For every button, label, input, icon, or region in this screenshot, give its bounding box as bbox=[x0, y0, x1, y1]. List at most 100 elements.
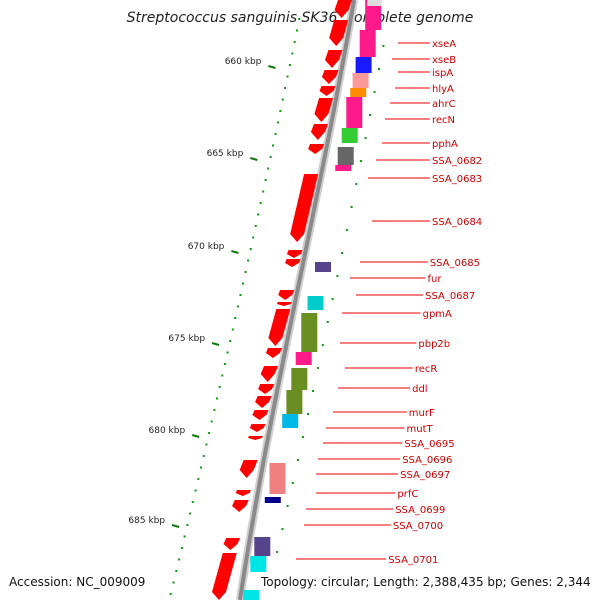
gene-label[interactable]: fur bbox=[428, 274, 443, 285]
gc-dot bbox=[189, 512, 192, 515]
gene-arrow[interactable] bbox=[252, 410, 269, 420]
gene-labels: xseA xseB ispA hlyA ahrC recN pphA SSA_0682 SSA_… bbox=[296, 39, 482, 566]
gc-dot bbox=[242, 282, 244, 285]
gc-dot bbox=[355, 183, 358, 185]
gene-arrow[interactable] bbox=[260, 366, 279, 382]
gene-label[interactable]: SSA_0699 bbox=[395, 505, 445, 516]
gene-feature[interactable] bbox=[301, 313, 318, 352]
gene-arrow[interactable] bbox=[235, 490, 251, 496]
gene-arrow[interactable] bbox=[239, 460, 258, 478]
gene-feature[interactable] bbox=[359, 30, 376, 57]
gene-label[interactable]: ahrC bbox=[432, 99, 456, 110]
gene-label[interactable]: SSA_0685 bbox=[430, 258, 480, 269]
gene-arrow[interactable] bbox=[265, 348, 282, 358]
gene-label[interactable]: gpmA bbox=[423, 309, 452, 320]
gc-dot bbox=[234, 317, 237, 319]
gene-arrow[interactable] bbox=[268, 309, 291, 346]
gene-label[interactable]: SSA_0687 bbox=[425, 291, 475, 302]
gene-label[interactable]: hlyA bbox=[432, 84, 454, 95]
gene-feature[interactable] bbox=[264, 497, 281, 503]
gene-feature[interactable] bbox=[295, 352, 312, 365]
gene-label[interactable]: SSA_0684 bbox=[432, 217, 482, 228]
gene-label[interactable]: SSA_0696 bbox=[402, 455, 452, 466]
gene-label[interactable]: recR bbox=[415, 364, 438, 375]
gc-dot bbox=[223, 363, 226, 365]
gene-feature[interactable] bbox=[341, 128, 358, 143]
tick-mark bbox=[191, 434, 200, 438]
gene-label[interactable]: pphA bbox=[432, 139, 458, 150]
gene-feature[interactable] bbox=[346, 97, 363, 128]
gene-label[interactable]: SSA_0700 bbox=[393, 521, 443, 532]
gene-arrow[interactable] bbox=[319, 86, 336, 96]
gene-label[interactable]: xseB bbox=[432, 55, 456, 66]
gc-dot bbox=[341, 252, 344, 254]
gene-arrow[interactable] bbox=[212, 553, 237, 600]
gene-label[interactable]: SSA_0695 bbox=[404, 439, 454, 450]
gc-dot bbox=[178, 558, 181, 561]
gc-dot bbox=[259, 202, 262, 204]
gene-feature[interactable] bbox=[269, 463, 286, 494]
gc-dot bbox=[191, 501, 194, 503]
gene-feature[interactable] bbox=[254, 537, 271, 556]
gc-dot bbox=[264, 179, 267, 181]
gene-feature[interactable] bbox=[250, 556, 267, 572]
genome-backbone bbox=[238, 0, 356, 600]
gene-arrow[interactable] bbox=[232, 500, 249, 512]
gene-arrow[interactable] bbox=[258, 384, 275, 394]
gene-feature[interactable] bbox=[365, 0, 382, 30]
gene-label[interactable]: ddl bbox=[412, 384, 427, 395]
gc-dot bbox=[247, 259, 250, 262]
gene-feature[interactable] bbox=[335, 165, 352, 171]
gene-arrow[interactable] bbox=[286, 250, 303, 258]
gene-feature[interactable] bbox=[282, 414, 299, 428]
tick-label: 685 kbp bbox=[128, 516, 165, 526]
gene-arrow[interactable] bbox=[329, 20, 349, 46]
gene-label[interactable]: SSA_0697 bbox=[400, 470, 450, 481]
gene-feature[interactable] bbox=[367, 0, 382, 6]
gene-arrow[interactable] bbox=[255, 396, 272, 408]
gene-label[interactable]: SSA_0683 bbox=[432, 174, 482, 185]
gc-dot bbox=[272, 144, 274, 147]
gene-label[interactable]: xseA bbox=[432, 39, 456, 50]
gene-arrow[interactable] bbox=[248, 436, 263, 440]
gc-dot bbox=[382, 45, 385, 47]
gene-label[interactable]: mutT bbox=[407, 424, 434, 435]
gene-arrow[interactable] bbox=[310, 124, 328, 140]
gene-arrow[interactable] bbox=[334, 0, 352, 18]
gene-arrow[interactable] bbox=[278, 290, 295, 300]
gene-feature[interactable] bbox=[352, 73, 369, 88]
gene-feature[interactable] bbox=[307, 296, 324, 310]
gene-label[interactable]: SSA_0701 bbox=[388, 555, 438, 566]
gene-feature[interactable] bbox=[337, 147, 354, 165]
gene-feature[interactable] bbox=[291, 368, 308, 390]
gc-dot bbox=[269, 156, 272, 158]
gc-dot bbox=[288, 64, 291, 66]
gene-feature[interactable] bbox=[350, 88, 367, 97]
gc-dot bbox=[208, 432, 211, 434]
gene-arrow[interactable] bbox=[276, 302, 292, 306]
gene-arrow[interactable] bbox=[223, 538, 241, 550]
gene-label[interactable]: pbp2b bbox=[418, 339, 450, 350]
gene-arrow[interactable] bbox=[285, 259, 301, 267]
gene-arrow[interactable] bbox=[314, 98, 334, 122]
gene-label[interactable]: ispA bbox=[432, 68, 453, 79]
gene-arrow[interactable] bbox=[249, 424, 266, 432]
gc-dot bbox=[205, 443, 208, 446]
gc-dot bbox=[221, 374, 224, 377]
gene-feature[interactable] bbox=[286, 390, 303, 414]
gene-arrow[interactable] bbox=[321, 70, 339, 84]
gene-arrow[interactable] bbox=[325, 50, 343, 68]
gene-arrow[interactable] bbox=[290, 174, 319, 242]
gene-label[interactable]: recN bbox=[432, 115, 455, 126]
gene-label[interactable]: prfC bbox=[397, 489, 418, 500]
gc-dot bbox=[301, 436, 304, 438]
gc-dot bbox=[194, 489, 197, 492]
gene-label[interactable]: murF bbox=[409, 408, 435, 419]
gene-arrow[interactable] bbox=[308, 144, 325, 154]
gene-feature[interactable] bbox=[243, 590, 260, 600]
tick-label: 680 kbp bbox=[149, 426, 186, 436]
gene-feature[interactable] bbox=[355, 57, 372, 73]
gene-label[interactable]: SSA_0682 bbox=[432, 156, 482, 167]
kbp-ticks: 660 kbp 665 kbp 670 kbp 675 kbp 680 kbp 685 k… bbox=[128, 57, 276, 528]
gene-feature[interactable] bbox=[315, 262, 331, 272]
